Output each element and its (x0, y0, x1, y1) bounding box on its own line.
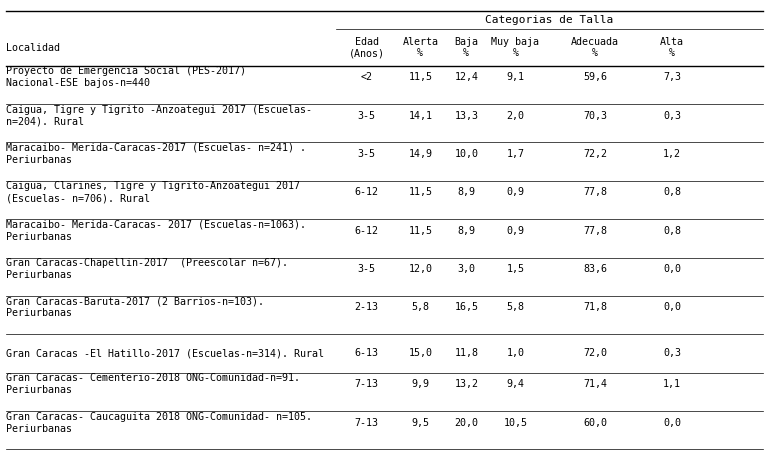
Text: Gran Caracas-Chapellin-2017  (Preescolar n=67).
Periurbanas: Gran Caracas-Chapellin-2017 (Preescolar … (6, 258, 288, 280)
Text: 11,8: 11,8 (454, 348, 479, 358)
Text: 14,9: 14,9 (408, 149, 433, 159)
Text: 6-12: 6-12 (354, 187, 379, 198)
Text: 12,0: 12,0 (408, 264, 433, 274)
Text: Gran Caracas -El Hatillo-2017 (Escuelas-n=314). Rural: Gran Caracas -El Hatillo-2017 (Escuelas-… (6, 348, 324, 358)
Text: 11,5: 11,5 (408, 72, 433, 82)
Text: 2,0: 2,0 (506, 111, 525, 120)
Text: 0,8: 0,8 (663, 226, 681, 236)
Text: 8,9: 8,9 (457, 226, 476, 236)
Text: Gran Caracas- Caucaguita 2018 ONG-Comunidad- n=105.
Periurbanas: Gran Caracas- Caucaguita 2018 ONG-Comuni… (6, 411, 312, 434)
Text: 72,0: 72,0 (583, 348, 607, 358)
Text: 6-12: 6-12 (354, 226, 379, 236)
Text: Gran Caracas- Cementerio-2018 ONG-Comunidad-n=91.
Periurbanas: Gran Caracas- Cementerio-2018 ONG-Comuni… (6, 373, 300, 395)
Text: Edad
(Anos): Edad (Anos) (349, 37, 384, 58)
Text: Caigua, Tigre y Tigrito -Anzoategui 2017 (Escuelas-
n=204). Rural: Caigua, Tigre y Tigrito -Anzoategui 2017… (6, 105, 312, 126)
Text: 16,5: 16,5 (454, 303, 479, 313)
Text: 3-5: 3-5 (357, 111, 376, 120)
Text: 13,3: 13,3 (454, 111, 479, 120)
Text: 3-5: 3-5 (357, 264, 376, 274)
Text: 8,9: 8,9 (457, 187, 476, 198)
Text: 20,0: 20,0 (454, 418, 479, 428)
Text: 0,0: 0,0 (663, 418, 681, 428)
Text: Categorias de Talla: Categorias de Talla (486, 15, 614, 25)
Text: 72,2: 72,2 (583, 149, 607, 159)
Text: 60,0: 60,0 (583, 418, 607, 428)
Text: 5,8: 5,8 (411, 303, 430, 313)
Text: 7,3: 7,3 (663, 72, 681, 82)
Text: 3,0: 3,0 (457, 264, 476, 274)
Text: 0,9: 0,9 (506, 187, 525, 198)
Text: Baja
%: Baja % (454, 37, 479, 58)
Text: 71,4: 71,4 (583, 379, 607, 389)
Text: 9,9: 9,9 (411, 379, 430, 389)
Text: 7-13: 7-13 (354, 379, 379, 389)
Text: Alta
%: Alta % (660, 37, 684, 58)
Text: Caigua, Clarines, Tigre y Tigrito-Anzoategui 2017
(Escuelas- n=706). Rural: Caigua, Clarines, Tigre y Tigrito-Anzoat… (6, 181, 300, 203)
Text: 5,8: 5,8 (506, 303, 525, 313)
Text: 13,2: 13,2 (454, 379, 479, 389)
Text: 71,8: 71,8 (583, 303, 607, 313)
Text: 0,9: 0,9 (506, 226, 525, 236)
Text: Gran Caracas-Baruta-2017 (2 Barrios-n=103).
Periurbanas: Gran Caracas-Baruta-2017 (2 Barrios-n=10… (6, 296, 264, 318)
Text: 11,5: 11,5 (408, 226, 433, 236)
Text: 77,8: 77,8 (583, 187, 607, 198)
Text: 1,2: 1,2 (663, 149, 681, 159)
Text: Adecuada
%: Adecuada % (571, 37, 619, 58)
Text: 7-13: 7-13 (354, 418, 379, 428)
Text: 1,0: 1,0 (506, 348, 525, 358)
Text: Proyecto de Emergencia Social (PES-2017)
Nacional-ESE bajos-n=440: Proyecto de Emergencia Social (PES-2017)… (6, 66, 246, 88)
Text: 0,8: 0,8 (663, 187, 681, 198)
Text: 10,0: 10,0 (454, 149, 479, 159)
Text: 15,0: 15,0 (408, 348, 433, 358)
Text: 1,5: 1,5 (506, 264, 525, 274)
Text: Muy baja
%: Muy baja % (492, 37, 539, 58)
Text: 70,3: 70,3 (583, 111, 607, 120)
Text: 14,1: 14,1 (408, 111, 433, 120)
Text: 1,7: 1,7 (506, 149, 525, 159)
Text: 1,1: 1,1 (663, 379, 681, 389)
Text: 0,0: 0,0 (663, 303, 681, 313)
Text: 3-5: 3-5 (357, 149, 376, 159)
Text: Maracaibo- Merida-Caracas-2017 (Escuelas- n=241) .
Periurbanas: Maracaibo- Merida-Caracas-2017 (Escuelas… (6, 143, 306, 165)
Text: 6-13: 6-13 (354, 348, 379, 358)
Text: 9,5: 9,5 (411, 418, 430, 428)
Text: 12,4: 12,4 (454, 72, 479, 82)
Text: 2-13: 2-13 (354, 303, 379, 313)
Text: <2: <2 (360, 72, 373, 82)
Text: 9,4: 9,4 (506, 379, 525, 389)
Text: 10,5: 10,5 (503, 418, 528, 428)
Text: 83,6: 83,6 (583, 264, 607, 274)
Text: 9,1: 9,1 (506, 72, 525, 82)
Text: Alerta
%: Alerta % (403, 37, 438, 58)
Text: 0,0: 0,0 (663, 264, 681, 274)
Text: 77,8: 77,8 (583, 226, 607, 236)
Text: Maracaibo- Merida-Caracas- 2017 (Escuelas-n=1063).
Periurbanas: Maracaibo- Merida-Caracas- 2017 (Escuela… (6, 220, 306, 241)
Text: Localidad: Localidad (6, 43, 60, 53)
Text: 59,6: 59,6 (583, 72, 607, 82)
Text: 11,5: 11,5 (408, 187, 433, 198)
Text: 0,3: 0,3 (663, 111, 681, 120)
Text: 0,3: 0,3 (663, 348, 681, 358)
